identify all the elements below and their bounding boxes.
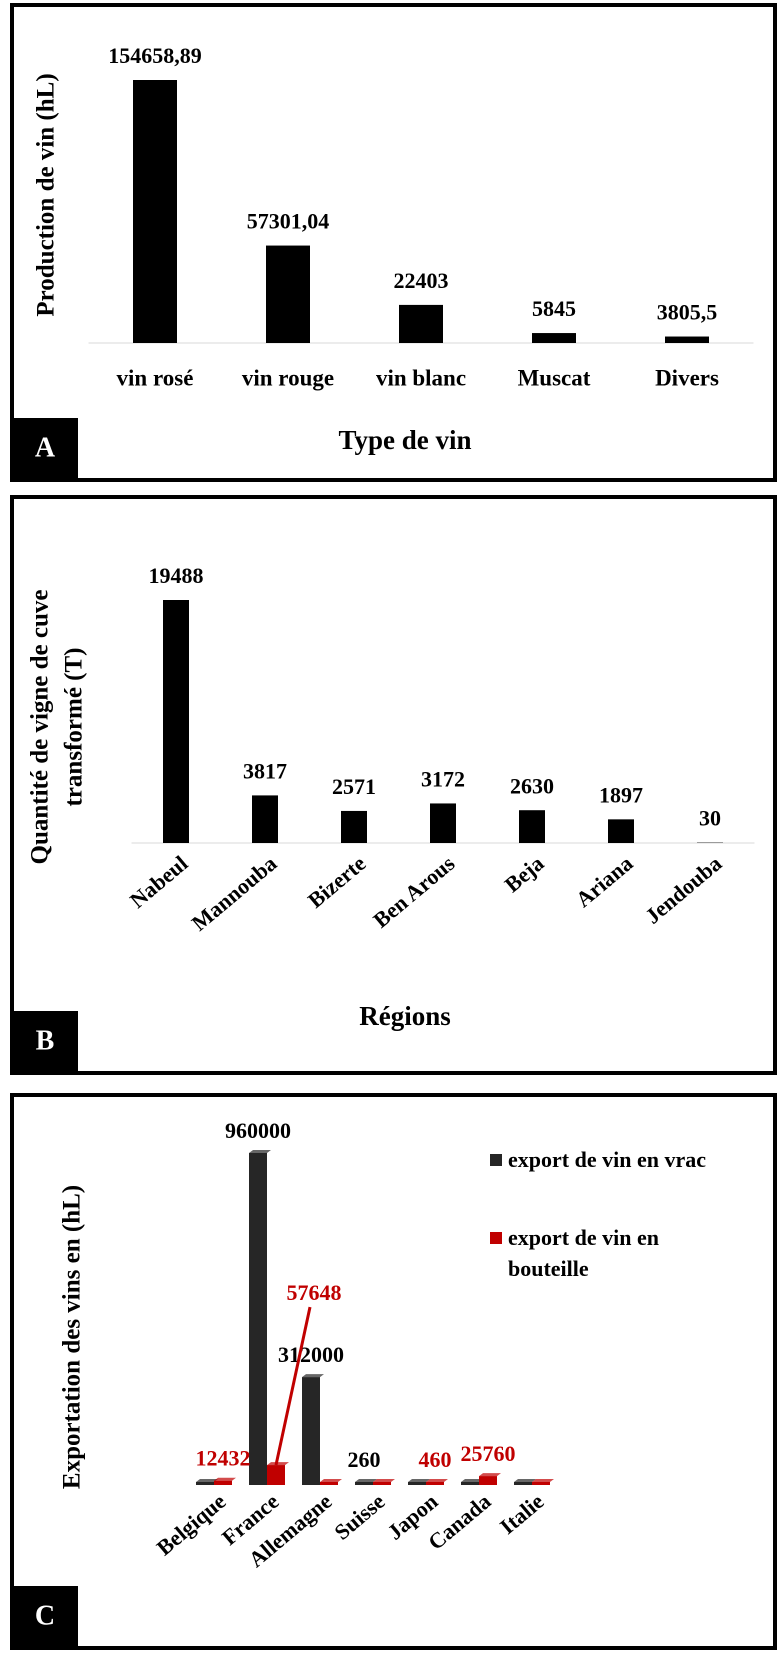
bar xyxy=(514,1482,532,1485)
bar-top xyxy=(461,1479,483,1482)
data-label: 30 xyxy=(699,806,721,831)
bar xyxy=(196,1482,214,1485)
x-tick-label: vin rosé xyxy=(117,365,194,390)
bar xyxy=(430,803,456,843)
y-axis-label: Quantité de vigne de cuve xyxy=(27,590,54,865)
data-label: 5845 xyxy=(532,296,576,321)
data-label: 260 xyxy=(348,1447,381,1472)
panel-letter-box xyxy=(12,1011,78,1073)
bar-top xyxy=(267,1462,289,1466)
bar xyxy=(608,819,634,843)
x-axis-label: Type de vin xyxy=(338,425,471,455)
y-axis-label: transformé (T) xyxy=(61,648,88,807)
x-tick-label: Bizerte xyxy=(303,850,371,912)
bar xyxy=(355,1482,373,1485)
data-label: 960000 xyxy=(225,1118,291,1143)
x-tick-label: vin blanc xyxy=(376,365,466,390)
panel-letter: A xyxy=(35,432,56,463)
bar xyxy=(133,80,177,343)
data-label: 3805,5 xyxy=(657,300,718,325)
bar-top xyxy=(214,1477,236,1481)
bar xyxy=(532,333,576,343)
data-label: 460 xyxy=(419,1447,452,1472)
bar xyxy=(665,336,709,343)
x-axis-label: Régions xyxy=(359,1001,451,1031)
x-tick-label: Divers xyxy=(655,365,719,390)
legend-label: export de vin en bouteille xyxy=(508,1225,659,1281)
bar-top xyxy=(355,1479,377,1482)
data-label: 22403 xyxy=(394,268,449,293)
panel-border xyxy=(10,3,777,482)
x-tick-label: vin rouge xyxy=(242,365,334,390)
data-label: 312000 xyxy=(278,1342,344,1367)
panel-letter-box xyxy=(12,1586,78,1648)
legend-swatch xyxy=(490,1154,502,1166)
bar xyxy=(373,1482,391,1485)
bar-top xyxy=(532,1479,554,1482)
bar xyxy=(267,1465,285,1485)
bar-top xyxy=(514,1479,536,1482)
data-label: 25760 xyxy=(461,1441,516,1466)
bar-top xyxy=(408,1479,430,1482)
panel-letter-box xyxy=(12,418,78,480)
bar xyxy=(266,245,310,343)
data-label: 57648 xyxy=(287,1280,342,1305)
bar-top xyxy=(479,1473,501,1477)
bar-top xyxy=(320,1479,342,1482)
data-label: 2571 xyxy=(332,774,376,799)
panel-border xyxy=(10,495,777,1075)
bar xyxy=(408,1482,426,1485)
data-label: 3817 xyxy=(243,758,287,783)
bar-top xyxy=(196,1479,218,1482)
data-label: 57301,04 xyxy=(247,209,330,234)
bar xyxy=(399,304,443,343)
bar xyxy=(249,1153,267,1485)
bar-top xyxy=(302,1374,324,1378)
legend-swatch xyxy=(490,1232,502,1244)
data-label: 3172 xyxy=(421,766,465,791)
bar xyxy=(163,600,189,843)
bar xyxy=(252,795,278,843)
bar xyxy=(341,810,367,843)
y-axis-label: Production de vin (hL) xyxy=(33,73,60,316)
panel-letter: B xyxy=(36,1025,55,1056)
panel-border xyxy=(10,1093,777,1650)
x-tick-label: Belgique xyxy=(152,1488,231,1560)
x-tick-label: Muscat xyxy=(518,365,591,390)
bar-top xyxy=(373,1479,395,1482)
bar xyxy=(532,1482,550,1485)
data-label: 154658,89 xyxy=(108,43,202,68)
data-label: 12432 xyxy=(196,1446,251,1471)
data-label: 1897 xyxy=(599,782,643,807)
panel-letter: C xyxy=(35,1600,55,1631)
bar-top xyxy=(426,1479,448,1482)
x-tick-label: Italie xyxy=(495,1488,549,1539)
x-tick-label: Ariana xyxy=(571,851,638,913)
data-label: 19488 xyxy=(149,563,204,588)
bar xyxy=(302,1377,320,1485)
bar xyxy=(519,810,545,843)
bar xyxy=(214,1480,232,1485)
x-tick-label: Ben Arous xyxy=(368,850,459,932)
bar-top xyxy=(249,1150,271,1153)
y-axis-label: Exportation des vins en (hL) xyxy=(59,1185,86,1489)
bar xyxy=(320,1482,338,1485)
x-tick-label: Suisse xyxy=(329,1488,389,1544)
legend-label: export de vin en vrac xyxy=(508,1147,706,1172)
leader-line xyxy=(274,1306,312,1466)
x-tick-label: Beja xyxy=(500,851,549,898)
bar xyxy=(461,1482,479,1485)
x-tick-label: Nabeul xyxy=(125,851,193,913)
x-tick-label: Mannouba xyxy=(187,851,282,936)
data-label: 2630 xyxy=(510,773,554,798)
x-tick-label: Jendouba xyxy=(640,851,726,929)
bar xyxy=(426,1482,444,1485)
bar xyxy=(479,1476,497,1485)
